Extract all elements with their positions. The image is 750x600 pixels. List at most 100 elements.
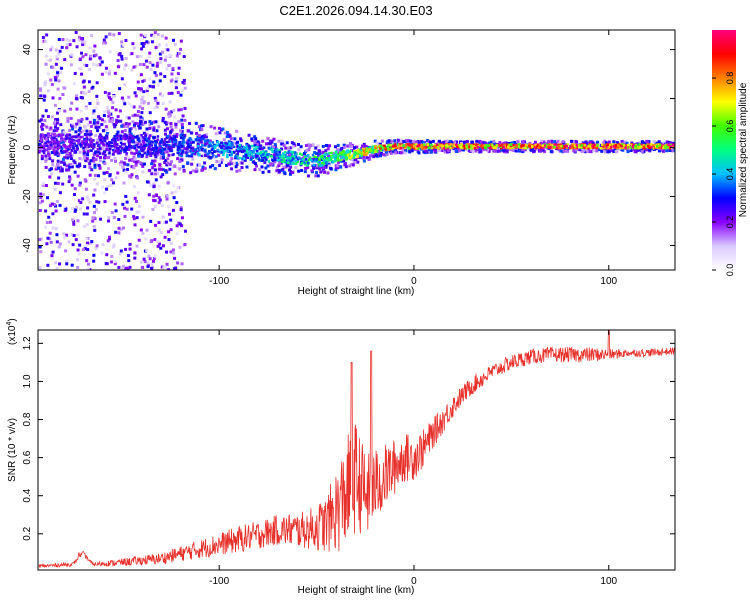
spectrogram-cell <box>63 143 67 147</box>
spectrogram-cell <box>420 140 424 144</box>
spectrogram-cell <box>370 148 374 151</box>
spectrogram-cell <box>112 139 115 142</box>
spectrogram-cell <box>157 228 161 232</box>
spectrogram-cell <box>74 135 78 139</box>
spectrogram-cell <box>362 145 366 149</box>
spectrogram-cell <box>136 137 140 141</box>
spectrogram-cell <box>105 171 109 175</box>
spectrogram-cell <box>53 151 56 154</box>
spectrogram-cell <box>428 140 432 144</box>
spectrogram-cell <box>547 140 551 144</box>
spectrogram-cell <box>352 161 356 165</box>
spectrogram-cell <box>279 161 283 165</box>
spectrogram-cell <box>177 143 181 147</box>
spectrogram-cell <box>75 122 79 126</box>
spectrogram-cell <box>570 146 573 150</box>
spectrogram-cell <box>63 235 67 239</box>
spectrogram-cell <box>365 147 369 150</box>
spectrogram-cell <box>611 143 615 146</box>
spectrogram-cell <box>55 57 59 61</box>
spectrogram-cell <box>112 122 116 126</box>
spectrogram-cell <box>91 156 95 160</box>
spectrogram-cell <box>57 133 61 136</box>
spectrogram-cell <box>253 135 257 139</box>
spectrogram-cell <box>217 153 221 157</box>
spectrogram-cell <box>222 153 225 157</box>
spectrogram-cell <box>176 157 180 161</box>
spectrogram-cell <box>51 96 55 100</box>
spectrogram-cell <box>72 139 76 142</box>
spectrogram-cell <box>142 131 146 135</box>
spectrogram-cell <box>128 174 132 178</box>
spectrogram-cell <box>140 111 144 115</box>
spectrogram-cell <box>454 149 458 153</box>
spectrogram-cell <box>342 149 345 153</box>
spectrogram-cell <box>167 238 171 242</box>
spectrogram-cell <box>44 225 48 229</box>
spectrogram-cell <box>43 82 47 86</box>
spectrogram-cell <box>145 228 149 232</box>
spectrogram-cell <box>420 144 423 148</box>
spectrogram-cell <box>50 132 54 136</box>
spectrogram-cell <box>148 257 152 261</box>
spectrogram-cell <box>119 119 123 123</box>
spectrogram-cell <box>85 244 89 248</box>
spectrogram-cell <box>553 140 557 144</box>
spectrogram-cell <box>540 139 544 143</box>
spectrogram-cell <box>71 139 74 142</box>
spectrogram-cell <box>104 187 108 191</box>
spectrogram-cell <box>133 144 136 148</box>
spectrogram-cell <box>165 194 169 198</box>
spectrogram-cell <box>167 92 171 96</box>
spectrogram-cell <box>174 86 178 90</box>
spectrogram-cell <box>217 126 221 130</box>
spectrogram-cell <box>158 165 162 169</box>
spectrogram-cell <box>141 231 145 235</box>
spectrogram-cell <box>120 40 124 44</box>
spectrogram-cell <box>57 166 61 170</box>
spectrogram-cell <box>45 242 49 246</box>
spectrogram-cell <box>201 165 205 169</box>
spectrogram-cell <box>549 149 553 153</box>
spectrogram-cell <box>103 110 107 114</box>
spectrogram-cell <box>155 146 158 149</box>
spectrogram-cell <box>60 66 64 70</box>
spectrogram-cell <box>51 250 55 254</box>
spectrogram-cell <box>262 146 266 149</box>
spectrogram-cell <box>407 147 411 150</box>
spectrogram-cell <box>160 203 164 207</box>
spectrogram-cell <box>181 142 184 145</box>
spectrogram-cell <box>305 154 308 158</box>
spectrogram-cell <box>353 146 357 150</box>
spectrogram-cell <box>108 140 112 144</box>
spectrogram-cell <box>46 89 50 93</box>
spectrogram-cell <box>103 150 107 153</box>
spectrogram-cell <box>342 145 346 149</box>
spectrogram-cell <box>116 58 120 62</box>
spectrogram-cell <box>542 141 546 145</box>
spectrogram-cell <box>504 147 508 151</box>
spectrogram-cell <box>157 184 161 188</box>
spectrogram-cell <box>284 160 288 164</box>
spectrogram-cell <box>318 160 321 164</box>
spectrogram-cell <box>167 147 170 151</box>
spectrogram-cell <box>562 146 565 150</box>
spectrogram-cell <box>346 153 349 157</box>
spectrogram-cell <box>581 141 585 145</box>
spectrogram-cell <box>182 78 186 82</box>
spectrogram-cell <box>329 158 333 162</box>
spectrogram-cell <box>532 149 536 153</box>
spectrogram-cell <box>130 68 134 72</box>
spectrogram-cell <box>116 149 119 153</box>
spectrogram-cell <box>149 154 153 158</box>
spectrogram-cell <box>118 52 122 56</box>
spectrogram-cell <box>321 157 325 161</box>
spectrogram-cell <box>78 183 82 187</box>
spectrogram-cell <box>314 171 318 175</box>
y-tick-label: 0 <box>22 144 33 150</box>
spectrogram-cell <box>265 158 268 161</box>
spectrogram-cell <box>521 150 525 154</box>
spectrogram-cell <box>39 133 43 137</box>
spectrogram-cell <box>66 119 70 123</box>
spectrogram-cell <box>82 212 86 216</box>
